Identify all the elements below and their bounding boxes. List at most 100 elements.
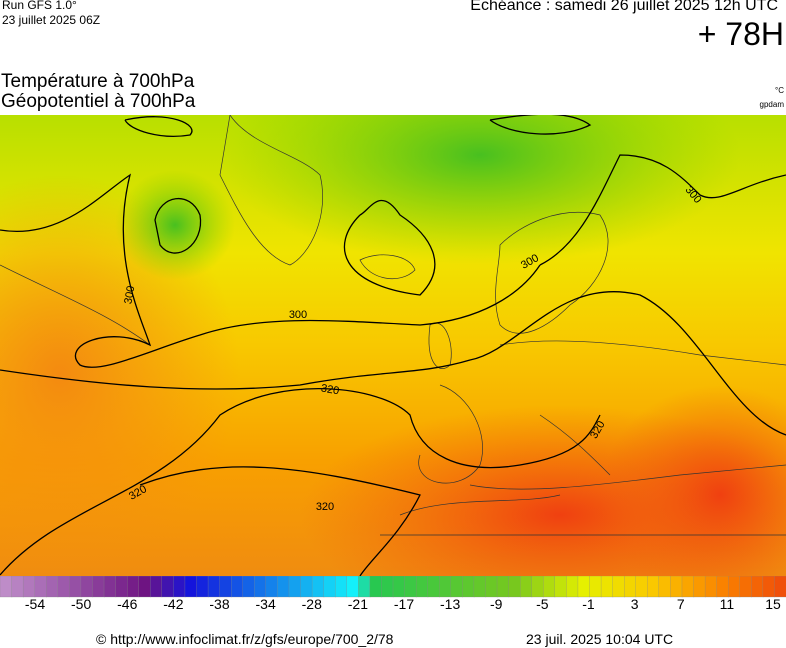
color-swatch: [265, 576, 279, 598]
color-swatch: [415, 576, 429, 598]
run: 23 juillet 2025 06Z: [2, 13, 101, 27]
color-swatch: [34, 576, 47, 598]
color-swatch: [508, 576, 521, 598]
color-swatch: [612, 576, 625, 598]
color-swatch: [404, 576, 417, 598]
color-swatch: [369, 576, 383, 598]
color-swatch: [300, 576, 313, 598]
color-swatch: [138, 576, 151, 598]
scale-tick-label: -42: [163, 596, 183, 612]
color-swatch: [0, 576, 13, 598]
color-swatch: [184, 576, 198, 598]
echeance: Echéance : samedi 26 juillet 2025 12h UT…: [470, 0, 778, 14]
color-swatch: [381, 576, 394, 598]
color-swatch: [693, 576, 706, 598]
scale-tick-label: -38: [209, 596, 229, 612]
scale-tick-label: 3: [631, 596, 639, 612]
color-swatch: [161, 576, 175, 598]
lead-time: + 78H: [697, 16, 784, 52]
color-swatch: [577, 576, 591, 598]
scale-tick-label: -28: [302, 596, 322, 612]
color-swatch: [519, 576, 533, 598]
color-swatch: [462, 576, 475, 598]
color-swatch: [219, 576, 232, 598]
color-swatch: [335, 576, 348, 598]
model: Run GFS 1.0°: [2, 0, 77, 12]
color-swatch: [658, 576, 672, 598]
color-swatch: [277, 576, 290, 598]
color-swatch: [589, 576, 602, 598]
cold-area: [115, 170, 235, 280]
color-swatch: [647, 576, 660, 598]
color-swatch: [207, 576, 221, 598]
color-swatch: [346, 576, 359, 598]
color-swatch: [531, 576, 544, 598]
color-swatch: [739, 576, 752, 598]
contour-label: 320: [320, 382, 340, 397]
color-swatch: [11, 576, 24, 598]
color-swatch: [670, 576, 683, 598]
color-swatch: [288, 576, 302, 598]
scale-tick-label: -13: [440, 596, 460, 612]
color-swatch: [554, 576, 568, 598]
color-swatch: [115, 576, 128, 598]
color-swatch: [485, 576, 498, 598]
color-swatch: [57, 576, 71, 598]
color-swatch: [254, 576, 267, 598]
scale-tick-label: -17: [394, 596, 414, 612]
coastlines: [0, 115, 786, 536]
color-swatch: [681, 576, 695, 598]
color-swatch: [566, 576, 579, 598]
color-swatch: [80, 576, 94, 598]
scale-tick-label: -54: [25, 596, 45, 612]
color-swatch: [103, 576, 117, 598]
geopotential-contours: [0, 115, 786, 576]
color-swatch: [242, 576, 255, 598]
scale-tick-label: 15: [765, 596, 781, 612]
color-swatch: [173, 576, 186, 598]
color-swatch: [600, 576, 614, 598]
color-swatch: [635, 576, 648, 598]
color-swatch: [624, 576, 637, 598]
color-swatch: [762, 576, 776, 598]
color-swatch: [323, 576, 336, 598]
timestamp: 23 juil. 2025 10:04 UTC: [526, 631, 674, 647]
color-swatch: [150, 576, 163, 598]
color-swatch: [22, 576, 36, 598]
scale-tick-label: -21: [348, 596, 368, 612]
color-swatch: [473, 576, 487, 598]
source: © http://www.infoclimat.fr/z/gfs/europe/…: [96, 631, 394, 647]
hot-area: [600, 385, 786, 576]
color-swatch: [196, 576, 209, 598]
color-scale: -54 -50 -46 -42 -38 -34 -28 -21 -17 -13 -9 -5 -1 3 7 11…: [0, 576, 786, 612]
title-geopotential: Géopotentiel à 700hPa: [1, 91, 196, 112]
color-swatch: [358, 576, 371, 598]
scale-tick-label: -1: [582, 596, 595, 612]
scale-tick-label: 7: [677, 596, 685, 612]
scale-tick-label: -5: [536, 596, 549, 612]
color-swatch: [46, 576, 59, 598]
title-temperature: Température à 700hPa: [1, 71, 195, 92]
contour-label: 300: [289, 309, 307, 321]
scale-tick-label: 11: [720, 596, 735, 612]
scale-tick-label: -46: [117, 596, 137, 612]
scale-tick-label: -9: [490, 596, 503, 612]
color-swatch: [751, 576, 764, 598]
scale-tick-label: -50: [71, 596, 91, 612]
color-swatch: [716, 576, 729, 598]
unit-temperature: °C: [775, 86, 784, 95]
color-swatch: [126, 576, 140, 598]
contour-label: 320: [316, 501, 334, 513]
color-swatch: [392, 576, 406, 598]
color-swatch: [496, 576, 510, 598]
scale-tick-label: -34: [256, 596, 276, 612]
color-swatch: [69, 576, 82, 598]
unit-geopotential: gpdam: [759, 100, 784, 109]
color-swatch: [450, 576, 464, 598]
color-swatch: [774, 576, 786, 598]
color-swatch: [543, 576, 556, 598]
contour-label: 300: [122, 285, 137, 305]
color-swatch: [231, 576, 244, 598]
